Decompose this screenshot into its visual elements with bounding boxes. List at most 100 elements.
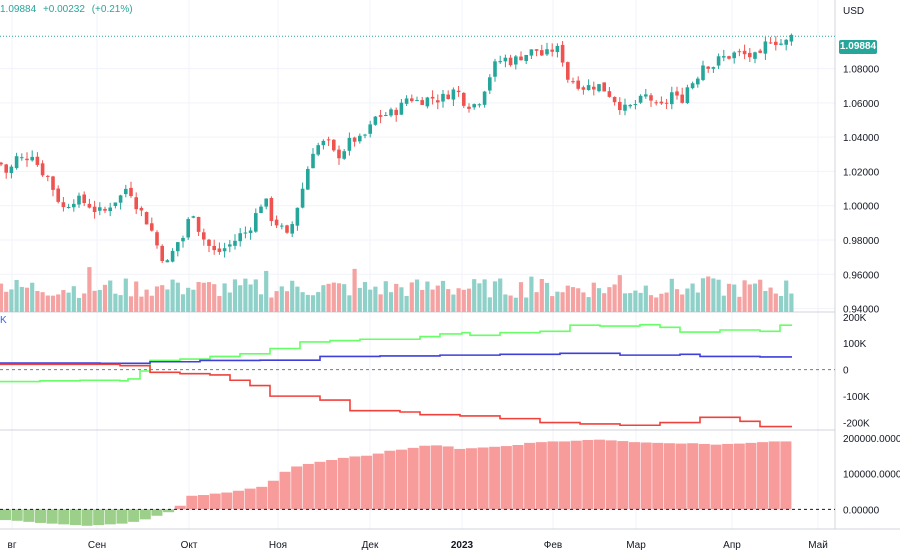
histogram-bar [267, 480, 279, 510]
volume-bar [607, 287, 612, 312]
histogram-bar [780, 441, 792, 510]
volume-bar [430, 289, 435, 312]
volume-bar [14, 279, 19, 312]
candle-body [701, 65, 705, 80]
histogram-bar [198, 495, 210, 510]
candle-body [519, 56, 523, 61]
volume-bar [139, 296, 144, 312]
pane2-legend: K [0, 315, 7, 326]
candle-body [295, 207, 300, 226]
candle-body [181, 237, 185, 242]
candle-body [425, 97, 430, 107]
histogram-bar [349, 456, 361, 510]
change-percent: (+0.21%) [91, 4, 133, 15]
volume-bar [633, 290, 638, 312]
candle-body [56, 188, 60, 202]
volume-bar [378, 294, 383, 312]
volume-bar [170, 279, 175, 312]
candle-body [462, 92, 466, 106]
volume-bar [253, 279, 258, 312]
histogram-bar [559, 441, 571, 510]
histogram-bar [314, 461, 326, 510]
x-tick-label: 2023 [451, 540, 474, 551]
volume-bar [544, 282, 550, 312]
volume-bar [347, 295, 352, 312]
volume-bar [451, 294, 456, 312]
x-tick-label: Окт [181, 540, 198, 551]
candle-body [337, 149, 341, 159]
candle-body [706, 66, 710, 69]
x-tick-label: вг [8, 540, 17, 551]
candle-body [732, 52, 736, 59]
candle-body [196, 216, 201, 232]
x-tick-label: Ноя [269, 540, 287, 551]
volume-bar [373, 286, 378, 312]
candle-body [14, 156, 19, 169]
candle-body [758, 50, 762, 53]
volume-bar [217, 296, 222, 312]
volume-bar [534, 292, 539, 312]
candle-body [238, 233, 242, 242]
candle-body [316, 145, 320, 155]
volume-bar [186, 287, 191, 312]
histogram-bar [547, 441, 559, 510]
candle-body [290, 224, 294, 234]
volume-bar [409, 282, 414, 312]
pane2-y-tick-label: -200K [843, 419, 870, 430]
candle-body [742, 50, 747, 55]
volume-bar [0, 283, 4, 312]
volume-bar [487, 297, 492, 312]
pane3-layer [0, 439, 835, 526]
candle-body [696, 78, 700, 85]
candle-body [222, 248, 227, 252]
volume-bar [612, 284, 617, 312]
volume-bar [513, 297, 518, 312]
histogram-bar [139, 509, 151, 520]
histogram-bar [442, 446, 454, 510]
volume-bar [19, 286, 24, 312]
volume-bar [560, 292, 565, 312]
histogram-bar [291, 466, 303, 510]
histogram-bar [232, 490, 244, 510]
y-tick-label: 1.08000 [843, 65, 880, 76]
volume-bar [726, 283, 732, 312]
histogram-bar [430, 445, 442, 510]
volume-bar [50, 295, 56, 312]
volume-bar [264, 270, 269, 312]
pane2-y-tick-label: -100K [843, 392, 870, 403]
volume-bar [706, 276, 711, 312]
volume-bar [175, 282, 180, 312]
volume-bar [524, 297, 529, 312]
candle-body [228, 244, 232, 247]
volume-bar [742, 280, 747, 312]
volume-bar [638, 292, 643, 312]
histogram-bar [174, 505, 186, 510]
volume-bar [128, 296, 134, 312]
histogram-bar [640, 442, 652, 510]
histogram-bar [489, 446, 501, 510]
volume-bar [529, 276, 534, 312]
x-tick-label: Мар [626, 540, 646, 551]
histogram-bar [396, 449, 408, 510]
histogram-bar [221, 492, 233, 510]
volume-bar [555, 291, 560, 312]
candle-body [61, 202, 66, 208]
histogram-bar [419, 445, 431, 510]
candle-body [165, 260, 170, 263]
x-tick-label: Апр [723, 540, 741, 551]
candle-body [40, 163, 45, 176]
histogram-bar [675, 443, 687, 510]
volume-bar [456, 288, 461, 312]
candle-body [25, 158, 29, 161]
candle-body [342, 151, 346, 159]
histogram-bar [582, 440, 594, 510]
candle-body [358, 135, 362, 142]
volume-bar [258, 294, 264, 312]
candle-body [711, 67, 716, 69]
candle-body [503, 57, 508, 62]
pane2-y-tick-label: 200K [843, 313, 867, 324]
candle-body [363, 134, 367, 136]
histogram-bar [244, 488, 256, 510]
